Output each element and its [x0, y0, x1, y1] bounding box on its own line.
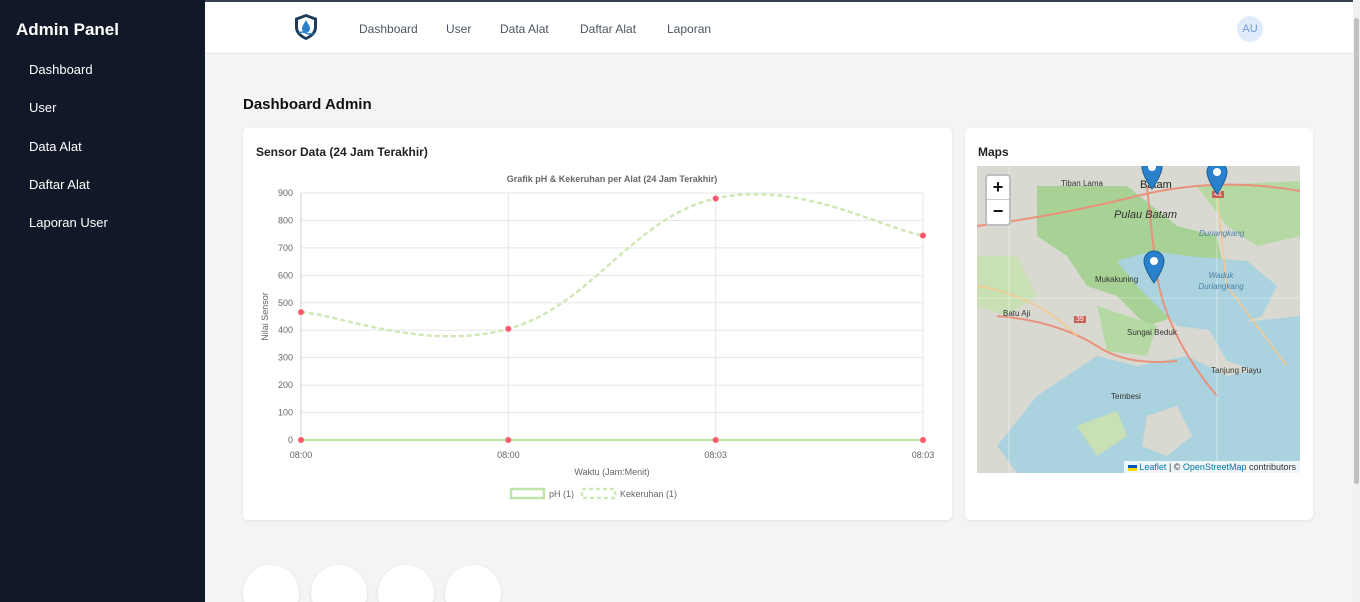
sidebar-item-dashboard[interactable]: Dashboard: [29, 62, 93, 77]
data-point: [920, 232, 926, 239]
map-label-tembesi: Tembesi: [1111, 392, 1141, 401]
map-zoom-control: + −: [985, 174, 1011, 226]
sidebar-item-laporan-user[interactable]: Laporan User: [29, 215, 108, 231]
water-drop-logo-icon[interactable]: [293, 13, 319, 41]
sidebar-item-data-alat[interactable]: Data Alat: [29, 138, 82, 154]
y-tick-label: 500: [278, 298, 293, 308]
sidebar-nav: Dashboard User Data Alat Daftar Alat Lap…: [29, 62, 108, 253]
data-point: [505, 437, 512, 443]
data-point: [298, 309, 304, 316]
y-tick-label: 100: [278, 408, 293, 418]
map-label-tiban-lama: Tiban Lama: [1061, 179, 1103, 188]
maps-card-title: Maps: [978, 145, 1009, 159]
osm-link[interactable]: OpenStreetMap: [1182, 462, 1247, 472]
zoom-out-button[interactable]: −: [992, 201, 1004, 221]
map-label-waduk: Waduk Duriangkang: [1198, 271, 1244, 291]
sidebar: Admin Panel Dashboard User Data Alat Daf…: [0, 0, 205, 602]
map-label-road-41: 41: [1212, 191, 1224, 198]
maps-card: Maps Tiban Lama Batam P: [965, 128, 1313, 520]
stat-circle: [311, 565, 367, 602]
sensor-line-chart: Grafik pH & Kekeruhan per Alat (24 Jam T…: [260, 174, 935, 500]
map-label-tanjung-piayu: Tanjung Piayu: [1211, 366, 1262, 375]
stat-circle: [445, 565, 501, 602]
sidebar-title: Admin Panel: [16, 20, 119, 39]
y-tick-label: 0: [288, 435, 293, 445]
y-tick-label: 800: [278, 215, 293, 225]
map-label-duriangkang: Duriangkang: [1199, 229, 1245, 238]
x-tick-label: 08:00: [290, 450, 313, 460]
page-title: Dashboard Admin: [243, 96, 372, 113]
attribution-separator: | ©: [1166, 462, 1183, 472]
map-attribution: Leaflet | © OpenStreetMap contributors: [1123, 461, 1300, 473]
sidebar-item-user[interactable]: User: [29, 100, 57, 116]
legend-swatch: [580, 487, 617, 500]
attribution-suffix: contributors: [1246, 462, 1296, 472]
legend-label: pH (1): [549, 489, 574, 499]
nav-laporan[interactable]: Laporan: [667, 22, 712, 36]
vertical-scrollbar[interactable]: [1353, 0, 1360, 602]
y-tick-label: 400: [278, 325, 293, 335]
zoom-in-button[interactable]: +: [987, 176, 1009, 200]
nav-daftar-alat[interactable]: Daftar Alat: [580, 22, 637, 36]
leaflet-flag-icon: [1127, 464, 1137, 471]
map-marker-icon[interactable]: [1141, 166, 1163, 195]
nav-data-alat[interactable]: Data Alat: [500, 22, 549, 36]
data-point: [920, 437, 926, 443]
chart-title: Grafik pH & Kekeruhan per Alat (24 Jam T…: [507, 174, 718, 184]
chart-card-title: Sensor Data (24 Jam Terakhir): [256, 145, 428, 159]
nav-dashboard[interactable]: Dashboard: [359, 22, 418, 36]
series-line: [300, 193, 924, 338]
y-tick-label: 700: [278, 243, 293, 253]
data-point: [712, 195, 719, 202]
data-point: [505, 325, 512, 332]
nav-user[interactable]: User: [446, 22, 472, 36]
x-tick-label: 08:03: [704, 450, 727, 460]
y-axis-label: Nilai Sensor: [260, 292, 270, 341]
map-label-batu-aji: Batu Aji: [1003, 309, 1031, 318]
x-tick-label: 08:00: [497, 450, 520, 460]
legend-label: Kekeruhan (1): [620, 489, 677, 499]
map-marker-icon[interactable]: [1206, 166, 1228, 200]
stat-circle: [243, 565, 299, 602]
map-label-pulau-batam: Pulau Batam: [1114, 209, 1177, 221]
data-point: [298, 437, 304, 443]
x-tick-label: 08:03: [912, 450, 935, 460]
y-tick-label: 900: [278, 188, 293, 198]
sidebar-item-daftar-alat[interactable]: Daftar Alat: [29, 176, 90, 192]
y-tick-label: 200: [278, 380, 293, 390]
x-axis-label: Waktu (Jam:Menit): [574, 467, 649, 477]
y-tick-label: 300: [278, 353, 293, 363]
top-navbar: Dashboard User Data Alat Daftar Alat Lap…: [205, 0, 1353, 54]
map-marker-icon[interactable]: [1143, 250, 1165, 289]
map-label-sungai-beduk: Sungai Beduk: [1127, 328, 1177, 337]
legend-swatch: [509, 487, 546, 500]
leaflet-link[interactable]: Leaflet: [1139, 462, 1167, 472]
user-avatar[interactable]: AU: [1237, 16, 1263, 42]
data-point: [712, 437, 719, 443]
sensor-chart-card: Sensor Data (24 Jam Terakhir) Grafik pH …: [243, 128, 952, 520]
map-label-mukakuning: Mukakuning: [1095, 275, 1139, 284]
y-tick-label: 600: [278, 270, 293, 280]
stat-circle: [378, 565, 434, 602]
map-view[interactable]: Tiban Lama Batam Pulau Batam Duriangkang…: [977, 166, 1300, 473]
scrollbar-thumb[interactable]: [1354, 18, 1359, 484]
map-label-road-39: 39: [1074, 316, 1086, 323]
